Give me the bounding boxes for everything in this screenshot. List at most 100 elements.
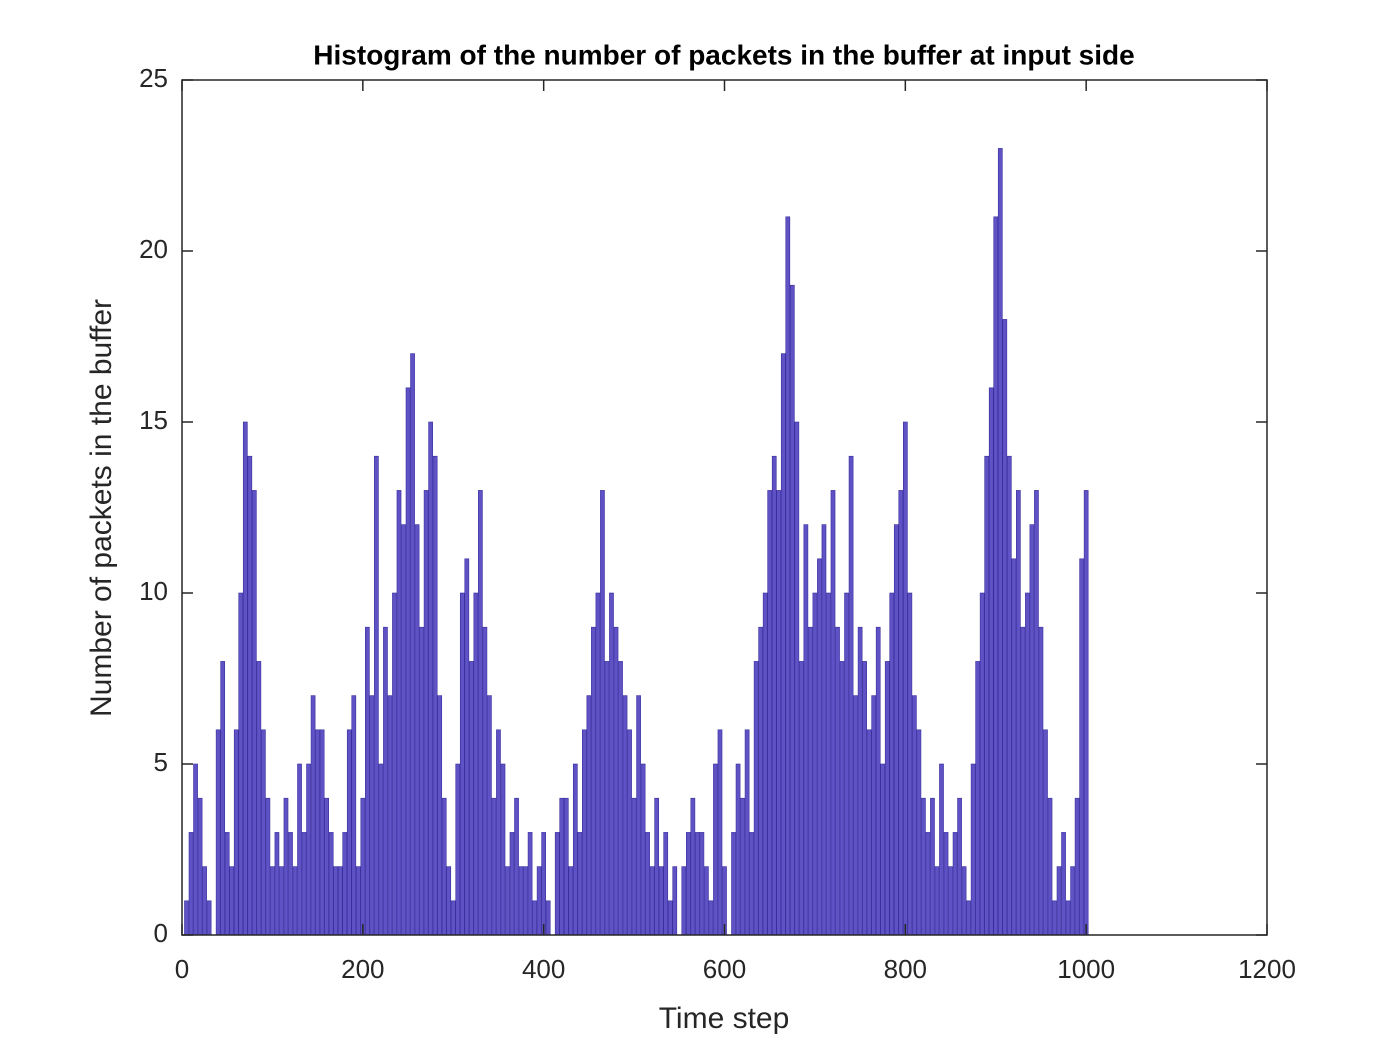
bar [948, 866, 953, 936]
bar [500, 763, 506, 936]
bar [844, 592, 849, 936]
bar [627, 729, 632, 936]
bar [830, 490, 836, 936]
bar [256, 661, 262, 936]
bar [717, 729, 723, 936]
bar [224, 832, 230, 936]
bar [514, 797, 519, 936]
bar [961, 866, 967, 936]
bar [975, 661, 981, 936]
bar [464, 558, 470, 936]
bar [414, 524, 420, 936]
bar [188, 832, 194, 936]
bar [681, 866, 687, 936]
x-tick-label: 600 [703, 954, 746, 984]
bar [491, 797, 497, 936]
bar [649, 866, 655, 936]
bar [369, 695, 375, 936]
bar [595, 592, 601, 936]
bar [871, 695, 877, 936]
bar [288, 832, 293, 936]
y-tick-label: 15 [139, 405, 168, 435]
bar [667, 900, 673, 936]
bar [238, 592, 244, 936]
bar [604, 661, 610, 936]
bar [333, 866, 339, 936]
bar [518, 866, 524, 936]
bar [328, 832, 334, 936]
bar [794, 421, 800, 936]
bar [785, 216, 791, 936]
x-tick-label: 0 [175, 954, 189, 984]
bar [310, 695, 316, 936]
bar [713, 763, 718, 936]
bar [360, 797, 366, 936]
bar [853, 695, 858, 936]
bar [767, 490, 773, 936]
bar [193, 763, 198, 936]
bar [405, 387, 411, 936]
bar [826, 592, 831, 936]
bar [645, 832, 650, 936]
bar [835, 626, 840, 936]
bar [1052, 900, 1057, 936]
bar [672, 866, 678, 936]
bar [392, 592, 397, 936]
bar [808, 626, 813, 936]
bar [419, 626, 424, 936]
bar [478, 490, 483, 936]
bar [1079, 558, 1084, 936]
bar [925, 832, 931, 936]
bar [482, 626, 488, 936]
bar [740, 797, 745, 936]
bar [215, 729, 221, 936]
bar [939, 763, 944, 936]
bar [536, 866, 542, 936]
bar [509, 832, 515, 936]
bar [1011, 558, 1017, 936]
bar [618, 661, 623, 936]
bar [202, 866, 207, 936]
bar [387, 695, 393, 936]
bar [355, 866, 361, 936]
x-axis-label: Time step [659, 1002, 790, 1035]
bar [613, 626, 619, 936]
bar [274, 832, 280, 936]
bar [251, 490, 257, 936]
bar [279, 866, 284, 936]
bar [220, 661, 226, 936]
bar [889, 592, 895, 936]
bar [966, 900, 971, 936]
bar [242, 421, 248, 936]
bar [582, 729, 587, 936]
bar [907, 592, 913, 936]
bar [351, 695, 357, 936]
bar [821, 524, 827, 936]
bar [1061, 832, 1066, 936]
bar [410, 353, 415, 936]
bar [532, 900, 537, 936]
bar [636, 695, 641, 936]
bar [297, 763, 302, 936]
axes-box [181, 79, 1268, 936]
bar [758, 626, 764, 936]
bar [450, 900, 456, 936]
bar [799, 661, 804, 936]
y-tick-label: 20 [139, 234, 168, 264]
x-tick-label: 200 [341, 954, 384, 984]
bar [346, 729, 352, 936]
bar [731, 832, 736, 936]
bar [523, 866, 528, 936]
bar [233, 729, 239, 936]
bar [654, 797, 660, 936]
bar [423, 490, 429, 936]
bar [970, 763, 976, 936]
bar [206, 900, 212, 936]
bar [441, 797, 447, 936]
bar [884, 661, 890, 936]
bar [943, 832, 949, 936]
bar [563, 797, 569, 936]
x-tick-label: 1200 [1238, 954, 1296, 984]
bar [704, 866, 709, 936]
